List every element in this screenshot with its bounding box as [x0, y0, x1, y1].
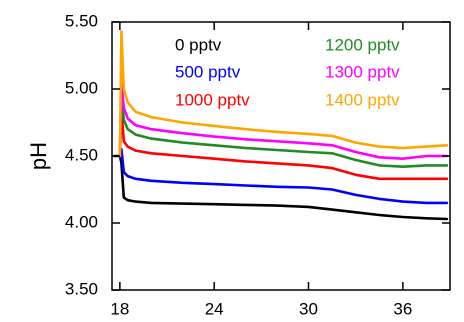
- y-tick-label: 5.50: [65, 11, 98, 30]
- series-line-2: [118, 107, 449, 181]
- y-tick-label: 4.50: [65, 145, 98, 164]
- x-tick-label: 30: [299, 299, 318, 318]
- legend-entry-0: 0 pptv: [175, 35, 222, 54]
- series-layer: [113, 30, 449, 221]
- series-line-1: [118, 148, 449, 205]
- y-tick-label: 5.00: [65, 78, 98, 97]
- legend: 0 pptv 500 pptv 1000 pptv 1200 pptv 1300 ppt…: [175, 35, 400, 109]
- legend-entry-5: 1400 pptv: [325, 90, 400, 109]
- y-tick-label: 4.00: [65, 212, 98, 231]
- legend-entry-3: 1200 pptv: [325, 35, 400, 54]
- y-tick-label: 3.50: [65, 279, 98, 298]
- ticks-layer: 3.50 4.00 4.50 5.00 5.50 18 24 30 36: [65, 11, 450, 318]
- legend-entry-2: 1000 pptv: [175, 90, 250, 109]
- x-tick-label: 24: [205, 299, 224, 318]
- x-tick-label: 36: [393, 299, 412, 318]
- x-tick-label: 18: [110, 299, 129, 318]
- y-axis-title: pH: [26, 142, 51, 170]
- series-line-0: [118, 154, 449, 221]
- series-line-4: [118, 81, 449, 160]
- legend-entry-1: 500 pptv: [175, 62, 241, 81]
- legend-entry-4: 1300 pptv: [325, 62, 400, 81]
- series-line-3: [118, 94, 449, 168]
- series-line-5: [118, 30, 449, 158]
